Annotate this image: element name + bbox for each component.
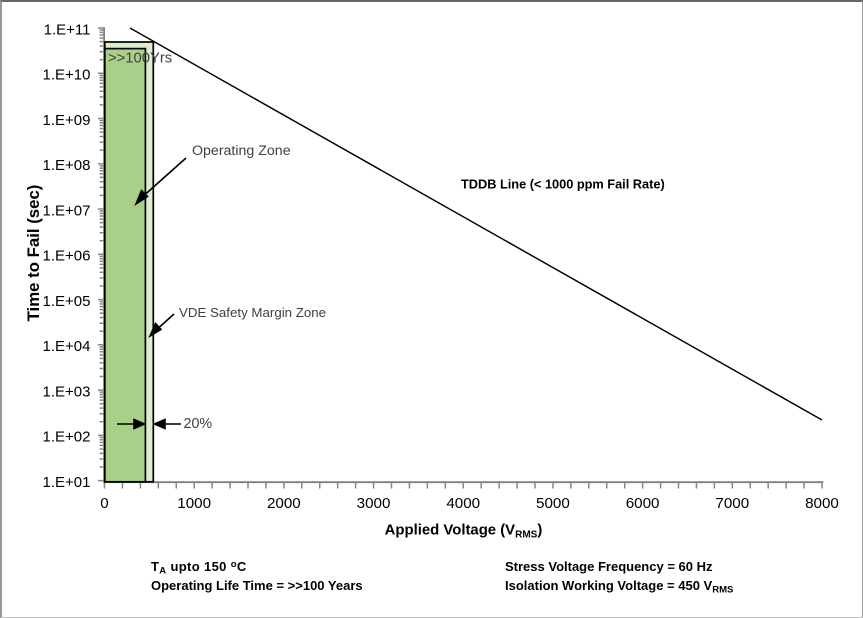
svg-text:3000: 3000 — [357, 495, 391, 512]
svg-text:4000: 4000 — [446, 495, 480, 512]
svg-text:1.E+11: 1.E+11 — [44, 21, 91, 38]
svg-text:1.E+05: 1.E+05 — [43, 293, 91, 310]
svg-text:1.E+08: 1.E+08 — [43, 157, 91, 174]
svg-text:Stress Voltage Frequency = 60: Stress Voltage Frequency = 60 Hz — [505, 559, 713, 574]
svg-text:1.E+02: 1.E+02 — [43, 429, 91, 446]
svg-text:1.E+07: 1.E+07 — [43, 202, 91, 219]
svg-text:1000: 1000 — [177, 495, 211, 512]
svg-text:5000: 5000 — [536, 495, 570, 512]
svg-text:VDE Safety Margin Zone: VDE Safety Margin Zone — [179, 305, 326, 320]
svg-text:8000: 8000 — [805, 495, 839, 512]
svg-text:TDDB Line (< 1000 ppm Fail Rat: TDDB Line (< 1000 ppm Fail Rate) — [461, 176, 665, 191]
svg-text:Isolation Working Voltage = 45: Isolation Working Voltage = 450 VRMS — [505, 578, 733, 596]
svg-text:6000: 6000 — [626, 495, 660, 512]
svg-text:1.E+09: 1.E+09 — [43, 112, 91, 129]
svg-text:1.E+03: 1.E+03 — [43, 383, 91, 400]
svg-text:1.E+04: 1.E+04 — [43, 338, 91, 355]
svg-text:2000: 2000 — [267, 495, 301, 512]
svg-text:Operating Zone: Operating Zone — [192, 143, 291, 159]
svg-text:1.E+01: 1.E+01 — [43, 474, 91, 491]
svg-text:1.E+06: 1.E+06 — [43, 248, 91, 265]
svg-text:7000: 7000 — [715, 495, 749, 512]
svg-text:0: 0 — [100, 495, 108, 512]
svg-text:>>100Yrs: >>100Yrs — [108, 51, 172, 67]
svg-text:Operating Life Time = >>100 Ye: Operating Life Time = >>100 Years — [151, 578, 363, 593]
svg-text:Time to Fail (sec): Time to Fail (sec) — [24, 185, 43, 322]
svg-text:1.E+10: 1.E+10 — [43, 67, 91, 84]
svg-text:20%: 20% — [184, 416, 213, 432]
svg-text:Applied Voltage (VRMS): Applied Voltage (VRMS) — [385, 522, 543, 540]
svg-text:TA upto 150 oC: TA upto 150 oC — [151, 559, 247, 577]
